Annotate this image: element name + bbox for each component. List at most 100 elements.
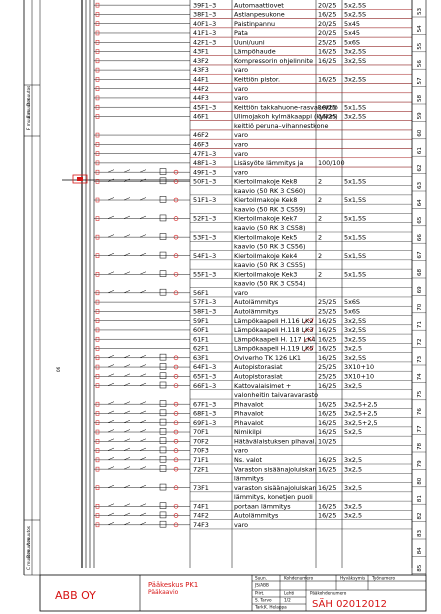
circuit-id: 46F2 (193, 131, 209, 139)
circuit-row: 72F1 Varaston sisäänajoluiskan 16/25 3x2,5 (193, 465, 362, 473)
fuse-marker (95, 448, 100, 453)
circuit-row: 61F1 Lämpökaapeli H. 117 LK4 16/25 3x2,5S (193, 335, 366, 343)
switch-contact (123, 364, 131, 368)
row-number: 85 (417, 564, 423, 572)
circuit-description: varo (234, 131, 248, 139)
circuit-rating: 16/25 (318, 419, 336, 427)
rev-label-f: F muutos (26, 110, 31, 130)
row-number: 84 (417, 547, 423, 555)
revision-cloud (303, 327, 314, 334)
circuit-rating: 16/25 (318, 400, 336, 408)
circuit-row: kaavio (50 RK 3 CS60) (234, 187, 305, 195)
switch-contact (107, 447, 115, 451)
fuse-marker (95, 151, 100, 156)
circuit-cable: 3x2,5S (344, 113, 366, 121)
col-hyv: Hyväksymis (340, 576, 365, 581)
circuit-id: 48F1–3 (193, 159, 216, 167)
indicator-lamp (173, 420, 179, 426)
switch-contact (107, 355, 115, 359)
circuit-cable: 3x2,5+2,5 (344, 400, 378, 408)
fuse-marker (95, 466, 100, 472)
circuit-row: 60F1 Lämpökaapeli H.118 LK3 16/25 3x2,5S (193, 326, 366, 334)
circuit-cable: 5x2,5 (344, 428, 362, 436)
row-number: 74 (417, 373, 423, 381)
circuit-cable: 5x2,5S (344, 11, 366, 19)
switch-contact (123, 373, 131, 377)
circuit-cable: 3x2,5S (344, 57, 366, 65)
circuit-cable: 5x2,5S (344, 1, 366, 9)
fuse-marker (95, 169, 100, 175)
revision-cloud (303, 317, 314, 324)
circuit-id: 72F1 (193, 465, 209, 473)
fuse-marker (95, 95, 100, 101)
circuit-description: Kompressorin ohjelinnite (234, 57, 313, 65)
circuit-id: 49F1–3 (193, 168, 216, 176)
circuit-description: kaavio (50 RK 3 CS56) (234, 243, 305, 251)
circuit-id: 46F3 (193, 140, 209, 148)
circuit-rating: 25/25 (318, 38, 336, 46)
row-number: 55 (417, 42, 423, 50)
switch-contact (123, 429, 131, 433)
circuit-cable: 3x2,5 (344, 345, 362, 353)
checked-label: Tark. (254, 605, 265, 610)
fuse-marker (95, 299, 100, 305)
rev-label-a: A muutos (26, 526, 31, 546)
circuit-row: kaavio (50 RK 3 CS55) (234, 261, 305, 269)
switch-contact (139, 512, 147, 516)
circuit-row: lämmitys, konetjen puoli (234, 493, 313, 501)
row-number: 60 (417, 129, 423, 137)
switch-contact (107, 457, 115, 461)
circuit-id: 74F2 (193, 512, 209, 520)
circuit-rating: 25/25 (318, 372, 336, 380)
circuit-cable: 3x2,5S (344, 354, 366, 362)
relay-box (159, 372, 167, 379)
fuse-marker (95, 290, 100, 296)
indicator-lamp (173, 513, 179, 518)
relay-box (159, 465, 167, 472)
title-block: ABB OY Pääkeskus PK1 Pääkaavio SÄH 02012… (39, 574, 427, 612)
circuit-row: 70F1 Nimikilpi 16/25 5x2,5 (193, 428, 362, 436)
fuse-marker (95, 40, 100, 45)
circuit-id: 71F1 (193, 456, 209, 464)
circuit-id: 74F1 (193, 502, 209, 510)
relay-box (159, 511, 167, 519)
circuit-description: Pata (234, 29, 248, 37)
circuit-row: 39F1–3 Automaattiovet 20/25 5x2,5S (193, 1, 366, 9)
sheet-number: 1/2 (284, 598, 291, 603)
circuit-rating: 16/25 (318, 428, 336, 436)
circuit-rows: 39F1–3 Automaattiovet 20/25 5x2,5S 38F1–3 Ast… (193, 1, 378, 529)
circuit-rating: 16/25 (318, 345, 336, 353)
circuit-id: 61F1 (193, 335, 209, 343)
switch-contact (139, 410, 147, 414)
fuse-marker (95, 49, 100, 54)
fuse-marker (95, 346, 100, 351)
switch-contact (139, 484, 147, 488)
circuit-row: 52F1–3 Kiertoilmakoje Kek7 2 5x1,5S (193, 215, 366, 223)
circuit-rating: 16/25 (318, 382, 336, 390)
circuit-description: Lisäsyöte lämmitys ja (234, 159, 303, 167)
switch-contact (139, 420, 147, 423)
switch-contact (139, 429, 147, 433)
relay-box (159, 483, 167, 491)
circuit-row: 46F2 varo (193, 131, 248, 139)
circuit-id: 38F1–3 (193, 11, 216, 19)
fuse-marker (95, 86, 100, 91)
circuit-id: 63F1 (193, 354, 209, 362)
switch-contact (123, 512, 131, 516)
indicator-lamp (173, 271, 179, 277)
left-margin: D muutos E muutos F muutos A muutos B mu… (23, 0, 61, 576)
circuit-rating: 16/25 (318, 512, 336, 520)
switch-contact (107, 466, 115, 470)
row-number: 61 (417, 147, 423, 155)
circuit-description: varo (234, 168, 248, 176)
circuit-description: Lämpökaapeli H.116 LK2 (234, 317, 313, 325)
circuit-description: varo (234, 94, 248, 102)
switch-contact (139, 382, 147, 386)
switch-contact (139, 215, 147, 219)
fuse-marker (95, 355, 100, 361)
indicator-lamp (173, 290, 179, 296)
circuit-row: 51F1–3 Kiertoilmakoje Kek8 2 5x1,5S (193, 196, 366, 204)
circuit-description: Uuni/uuni (234, 38, 265, 46)
circuit-rating: 10/25 (318, 437, 336, 445)
fuse-marker (95, 364, 100, 370)
